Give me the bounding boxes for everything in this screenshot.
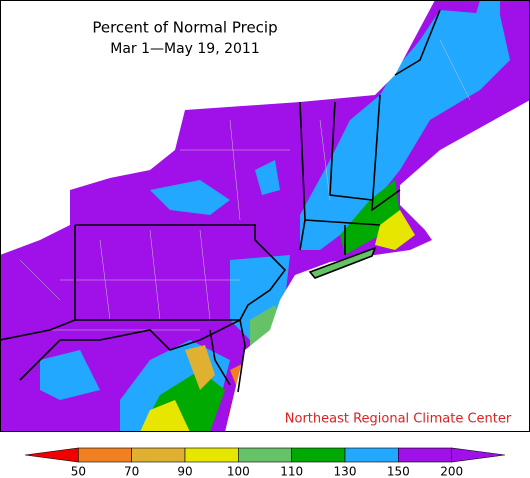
colorbar-tick-label: 70: [124, 465, 139, 478]
colorbar-tick-label: 150: [387, 465, 410, 478]
colorbar-segment: [184, 447, 239, 463]
state-border: [74, 224, 287, 321]
subtitle: Mar 1—May 19, 2011: [110, 41, 260, 57]
zone-yellow: [140, 400, 190, 432]
ocean: [225, 100, 530, 432]
colorbar-segment: [238, 447, 292, 463]
state-border: [299, 9, 441, 255]
colorbar-arrow-low: [24, 447, 79, 463]
colorbar-segment: [344, 447, 399, 463]
state-border: [308, 246, 377, 279]
zone-blue: [150, 180, 230, 215]
colorbar-segment: [78, 447, 132, 463]
colorbar-tick-label: 130: [334, 465, 357, 478]
long-island: [310, 248, 375, 278]
canada-lakes: [0, 0, 435, 255]
colorbar-tick-label: 100: [227, 465, 250, 478]
credit: Northeast Regional Climate Center: [285, 412, 512, 427]
map: [0, 0, 530, 432]
title: Percent of Normal Precip: [92, 19, 277, 37]
state-border: [0, 318, 246, 393]
zone-light-orange: [185, 345, 215, 390]
colorbar-tick-label: 110: [280, 465, 303, 478]
zone-yellow: [375, 210, 415, 250]
colorbar-tick-label: 50: [71, 465, 86, 478]
colorbar: 50 70 90 100 110 130 150 200: [24, 447, 506, 478]
zone-blue: [255, 160, 280, 195]
colorbar-segment: [291, 447, 346, 463]
colorbar-segment: [131, 447, 186, 463]
zone-blue: [470, 0, 500, 40]
zone-blue: [40, 350, 100, 400]
zone-blue: [300, 10, 510, 250]
zone-green: [340, 180, 400, 255]
colorbar-tick-label: 200: [440, 465, 463, 478]
colorbar-tick-label: 90: [177, 465, 192, 478]
colorbar-arrow-high: [451, 447, 506, 463]
colorbar-segment: [398, 447, 452, 463]
county-lines: [19, 39, 471, 331]
